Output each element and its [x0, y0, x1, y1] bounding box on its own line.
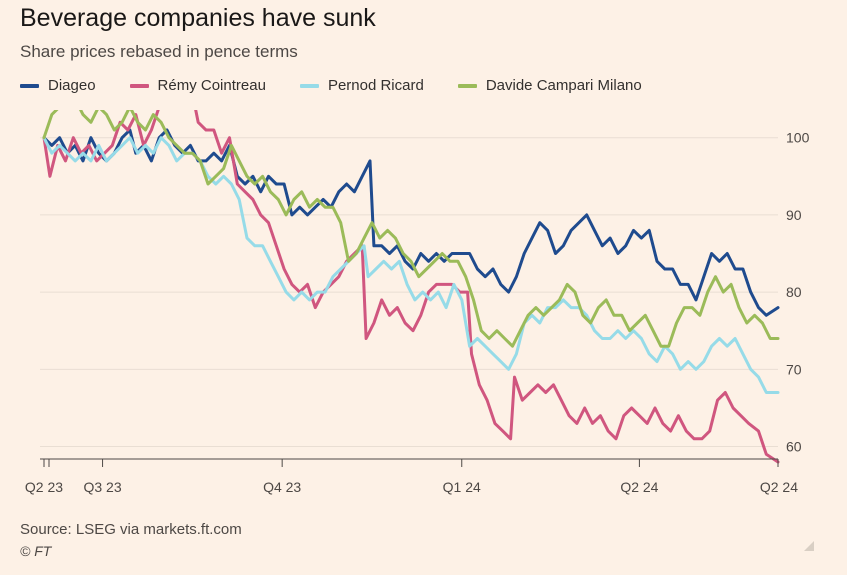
legend-label: Pernod Ricard: [327, 77, 424, 94]
x-axis: Q2 23 Q3 23 Q4 23 Q1 24 Q2 24 Q2 24: [25, 458, 798, 495]
legend-item-davide-campari-milano: Davide Campari Milano: [457, 77, 642, 94]
x-tick-label: Q2 24: [620, 479, 658, 495]
series-line-diageo: [42, 128, 780, 317]
gridlines: [40, 137, 778, 448]
chart-legend: Diageo Rémy Cointreau Pernod Ricard Davi…: [20, 77, 676, 94]
legend-label: Diageo: [48, 77, 96, 94]
line-chart: Q2 23 Q3 23 Q4 23 Q1 24 Q2 24 Q2 24 60 70 80 90 1…: [25, 110, 810, 495]
legend-swatch: [299, 83, 319, 88]
series-line-pernod-ricard: [42, 136, 780, 394]
y-tick-label: 80: [786, 284, 802, 300]
series-line-davide-campari-milano: [42, 110, 780, 348]
x-tick-label: Q2 23: [25, 479, 63, 495]
series-lines: [42, 110, 780, 464]
x-tick-label: Q3 23: [83, 479, 121, 495]
x-tick-label: Q1 24: [443, 479, 481, 495]
x-tick-label: Q4 23: [263, 479, 301, 495]
legend-swatch: [129, 83, 149, 88]
series-line-r-my-cointreau: [42, 110, 780, 464]
legend-label: Rémy Cointreau: [157, 77, 266, 94]
y-tick-label: 100: [786, 130, 810, 146]
legend-item-diageo: Diageo: [20, 77, 96, 94]
legend-label: Davide Campari Milano: [485, 77, 642, 94]
chart-title: Beverage companies have sunk: [20, 4, 376, 32]
y-tick-label: 70: [786, 361, 802, 377]
legend-item-remy-cointreau: Rémy Cointreau: [129, 77, 266, 94]
legend-swatch: [457, 83, 477, 88]
ft-credit: © FT: [20, 543, 52, 559]
chart-subtitle: Share prices rebased in pence terms: [20, 42, 298, 61]
x-tick-label: Q2 24: [760, 479, 798, 495]
legend-swatch: [20, 83, 39, 88]
legend-item-pernod-ricard: Pernod Ricard: [299, 77, 424, 94]
source-note: Source: LSEG via markets.ft.com: [20, 521, 242, 538]
y-tick-label: 90: [786, 207, 802, 223]
resize-corner-icon: [804, 541, 814, 551]
y-axis-ticks: 60 70 80 90 100: [786, 130, 810, 455]
y-tick-label: 60: [786, 439, 802, 455]
